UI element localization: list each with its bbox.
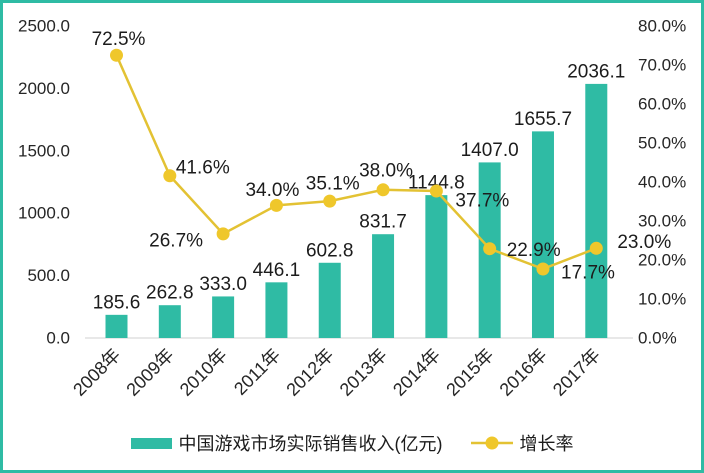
growth-point: [429, 184, 443, 198]
revenue-bar: [105, 314, 128, 338]
x-axis-label: 2012年: [282, 345, 337, 400]
left-axis-tick: 1500.0: [18, 141, 70, 160]
right-axis-tick: 70.0%: [638, 56, 686, 75]
growth-line-marker-icon: [470, 436, 513, 450]
growth-rate-label: 22.9%: [507, 240, 561, 261]
growth-rate-label: 17.7%: [561, 262, 615, 283]
x-axis-label: 2014年: [389, 345, 444, 400]
x-axis-label: 2013年: [336, 345, 391, 400]
right-axis-tick: 20.0%: [638, 251, 686, 270]
growth-point: [269, 198, 283, 212]
revenue-bar: [585, 83, 608, 339]
revenue-bar-label: 446.1: [253, 260, 301, 281]
growth-point: [376, 183, 390, 197]
growth-rate-label: 37.7%: [455, 190, 509, 211]
x-axis-label: 2008年: [69, 345, 124, 400]
growth-rate-label: 34.0%: [245, 180, 299, 201]
growth-rate-label: 38.0%: [359, 160, 413, 181]
revenue-bar-label: 1407.0: [461, 140, 519, 161]
revenue-bar: [425, 195, 448, 338]
right-axis-tick: 30.0%: [638, 212, 686, 231]
revenue-bar: [212, 296, 235, 338]
revenue-bar-label: 185.6: [93, 292, 141, 313]
revenue-bar-label: 333.0: [199, 274, 247, 295]
revenue-bar-label: 831.7: [359, 212, 407, 233]
revenue-bar: [372, 234, 395, 338]
revenue-bar: [265, 282, 288, 338]
growth-point: [216, 227, 230, 241]
right-axis-tick: 40.0%: [638, 173, 686, 192]
growth-point: [589, 241, 603, 255]
left-axis-tick: 1000.0: [18, 204, 70, 223]
right-axis-tick: 50.0%: [638, 134, 686, 153]
revenue-legend-label: 中国游戏市场实际销售收入(亿元): [178, 434, 443, 454]
left-axis-tick: 0.0: [46, 329, 70, 348]
left-axis-tick: 2500.0: [18, 17, 70, 36]
right-axis-tick: 60.0%: [638, 95, 686, 114]
x-axis-label: 2011年: [230, 345, 284, 399]
growth-point: [110, 48, 123, 62]
growth-point: [483, 242, 497, 256]
growth-legend-label: 增长率: [519, 434, 574, 454]
revenue-bar-label: 1655.7: [514, 109, 572, 130]
growth-rate-label: 23.0%: [617, 232, 671, 253]
right-axis-tick: 0.0%: [638, 329, 677, 348]
x-axis-label: 2017年: [549, 345, 604, 400]
left-axis-tick: 2000.0: [18, 79, 70, 98]
right-axis-tick: 10.0%: [638, 290, 686, 309]
growth-line: [115, 54, 597, 271]
revenue-bar-label: 262.8: [146, 283, 194, 304]
revenue-bar-label: 1144.8: [408, 173, 465, 194]
revenue-bar-swatch-icon: [130, 437, 172, 449]
right-axis-tick: 80.0%: [638, 17, 686, 36]
growth-point: [323, 194, 337, 208]
x-axis-label: 2015年: [442, 345, 497, 400]
revenue-bar-label: 2036.1: [567, 61, 625, 82]
growth-rate-label: 72.5%: [92, 29, 146, 50]
growth-rate-label: 35.1%: [306, 174, 360, 195]
growth-rate-label: 41.6%: [176, 157, 230, 178]
legend-item-growth: 增长率: [470, 430, 574, 456]
chart-legend: 中国游戏市场实际销售收入(亿元) 增长率: [0, 430, 704, 456]
revenue-bar: [318, 262, 341, 338]
x-axis-label: 2010年: [176, 345, 231, 400]
x-axis-label: 2016年: [496, 345, 551, 400]
growth-rate-label: 26.7%: [149, 230, 203, 251]
growth-point: [536, 262, 550, 276]
legend-item-revenue: 中国游戏市场实际销售收入(亿元): [130, 430, 443, 456]
left-axis-tick: 500.0: [27, 266, 70, 285]
growth-point: [163, 169, 177, 183]
revenue-bar-label: 602.8: [306, 240, 354, 261]
revenue-bar: [158, 305, 181, 338]
x-axis-label: 2009年: [122, 345, 177, 400]
revenue-bar: [531, 131, 554, 338]
